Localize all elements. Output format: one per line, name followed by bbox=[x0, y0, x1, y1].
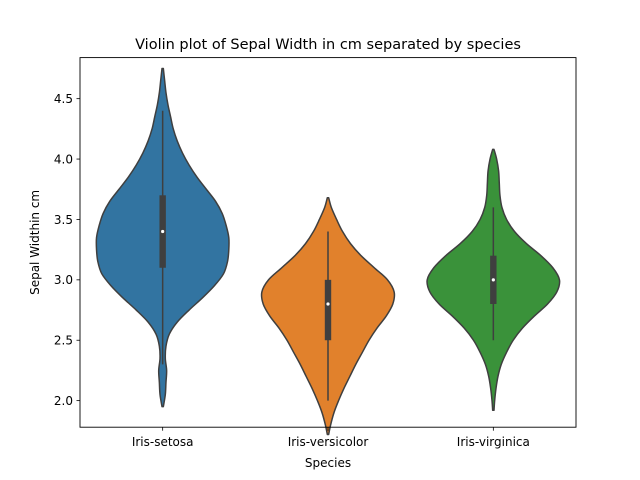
chart-title: Violin plot of Sepal Width in cm separat… bbox=[135, 37, 521, 53]
x-tick-label: Iris-versicolor bbox=[288, 435, 369, 449]
y-axis-label: Sepal Widthin cm bbox=[28, 190, 42, 295]
x-axis-label: Species bbox=[305, 456, 351, 470]
x-axis: Iris-setosa Iris-versicolor Iris-virginica bbox=[132, 427, 530, 449]
median-dot-iris-setosa bbox=[161, 229, 165, 234]
y-axis: 2.0 2.5 3.0 3.5 4.0 4.5 bbox=[54, 92, 80, 408]
y-tick-label: 2.0 bbox=[54, 394, 73, 408]
y-tick-label: 4.0 bbox=[54, 152, 73, 166]
y-tick-label: 2.5 bbox=[54, 334, 73, 348]
x-tick-label: Iris-setosa bbox=[132, 435, 194, 449]
box-group bbox=[159, 110, 497, 401]
y-tick-label: 3.5 bbox=[54, 213, 73, 227]
median-dot-iris-versicolor bbox=[326, 302, 330, 306]
x-tick-label: Iris-virginica bbox=[457, 435, 530, 449]
median-dot-iris-virginica bbox=[491, 278, 495, 282]
y-tick-label: 3.0 bbox=[54, 273, 73, 287]
iqr-box-iris-versicolor bbox=[324, 279, 332, 341]
y-tick-label: 4.5 bbox=[54, 92, 73, 106]
